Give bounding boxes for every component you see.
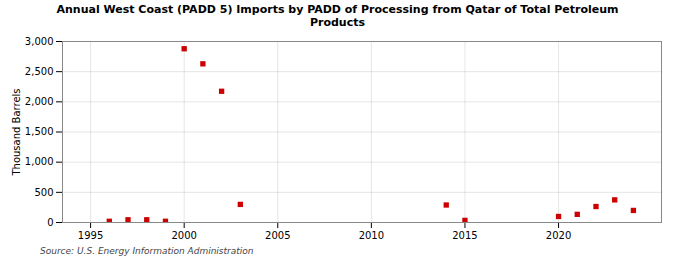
svg-text:2,500: 2,500 <box>25 66 54 77</box>
svg-text:2000: 2000 <box>171 230 196 241</box>
svg-text:1,000: 1,000 <box>25 156 54 167</box>
svg-text:0: 0 <box>47 217 53 228</box>
svg-text:2020: 2020 <box>546 230 571 241</box>
html-text:Annual West Coast (PADD 5) Imp: Annual West Coast (PADD 5) Imports by PA… <box>56 3 619 29</box>
svg-text:Thousand Barrels: Thousand Barrels <box>11 88 22 176</box>
svg-text:2010: 2010 <box>359 230 384 241</box>
svg-text:2005: 2005 <box>265 230 290 241</box>
svg-text:3,000: 3,000 <box>25 36 54 47</box>
svg-text:1,500: 1,500 <box>25 126 54 137</box>
svg-text:500: 500 <box>34 187 53 198</box>
html-text:Source: U.S. Energy Informatio: Source: U.S. Energy Information Administ… <box>40 246 254 256</box>
svg-text:2015: 2015 <box>452 230 477 241</box>
svg-text:2,000: 2,000 <box>25 96 54 107</box>
svg-text:1995: 1995 <box>78 230 103 241</box>
